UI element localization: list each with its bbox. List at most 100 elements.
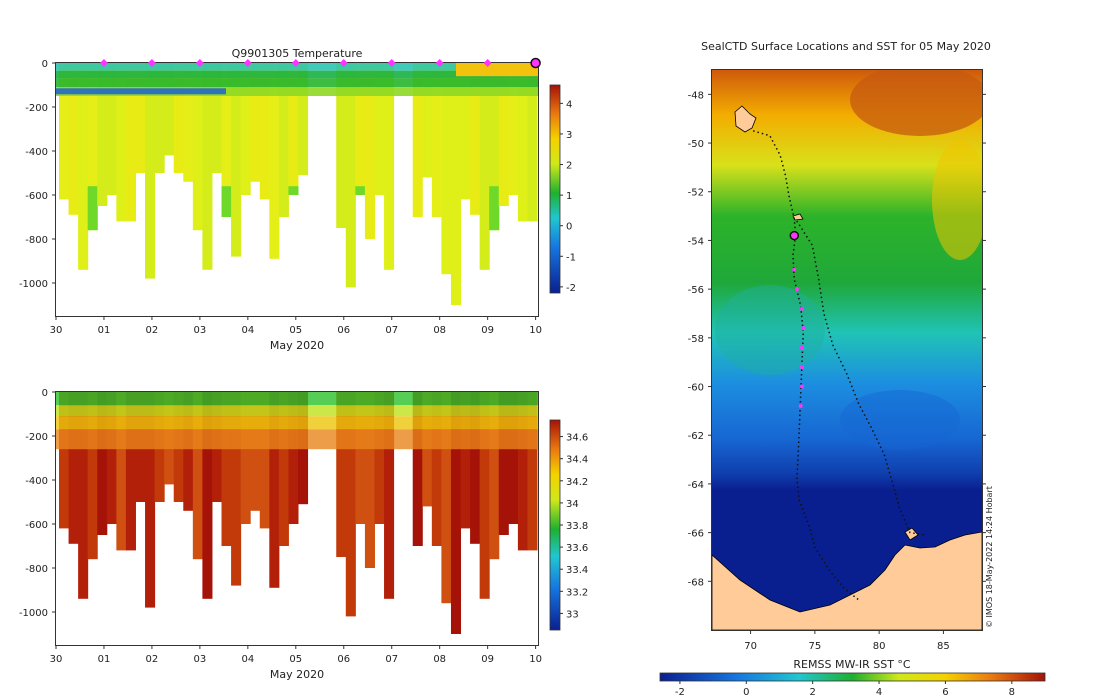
- profile-locations: [789, 230, 806, 408]
- current-profile-location: [789, 230, 800, 241]
- salinity-heatmap: [56, 392, 538, 644]
- temperature-title: Q9901305 Temperature: [232, 47, 363, 60]
- x-tick-label: 04: [241, 325, 254, 336]
- seal-return-track: [796, 220, 926, 536]
- temperature-profile: [336, 63, 347, 228]
- salinity-profile: [336, 392, 347, 557]
- temperature-band: [56, 63, 538, 71]
- colorbar-tick-label: 4: [566, 99, 572, 110]
- sst-colorbar-tick-label: 4: [876, 687, 882, 698]
- temperature-profile: [231, 63, 242, 257]
- lon-tick-label: 80: [873, 641, 886, 652]
- x-tick-label: 07: [385, 325, 398, 336]
- current-profile-marker: [530, 57, 541, 69]
- sst-colorbar-ticks: -2 0 2 4 6 8: [675, 681, 1015, 698]
- salinity-profile: [125, 392, 136, 551]
- sst-colorbar-tick-label: 2: [809, 687, 815, 698]
- salinity-x-axis: 30 01 02 03 04 05 06 07 08 09 10: [50, 645, 542, 665]
- cool-patch: [715, 285, 825, 375]
- credit-text: © IMOS 18-May-2022 14:24 Hobart: [985, 486, 994, 628]
- salinity-profile: [498, 392, 509, 535]
- kerguelen-island: [734, 105, 757, 133]
- profile-location: [800, 365, 804, 370]
- temperature-profile: [527, 63, 538, 222]
- temperature-profile: [164, 63, 175, 156]
- lat-tick-label: -58: [688, 334, 704, 345]
- temperature-profile: [508, 63, 519, 195]
- profile-location: [800, 306, 804, 311]
- profile-marker: [339, 59, 348, 67]
- lat-tick-label: -66: [688, 529, 704, 540]
- salinity-profile: [231, 392, 242, 586]
- salinity-profile: [422, 392, 433, 507]
- salinity-colorbar: [549, 419, 561, 631]
- temperature-profiles: [59, 63, 538, 305]
- salinity-profile: [441, 392, 452, 604]
- temperature-warm-surface: [456, 63, 538, 77]
- temperature-profile: [489, 63, 500, 231]
- x-tick-label: 02: [146, 325, 159, 336]
- x-tick-label: 10: [529, 654, 542, 665]
- salinity-profile: [470, 392, 481, 544]
- salinity-profile: [202, 392, 213, 599]
- profile-marker: [243, 59, 252, 67]
- temperature-profile: [364, 63, 375, 239]
- y-tick-label: 0: [42, 59, 48, 70]
- salinity-profile: [431, 392, 442, 546]
- temperature-profile: [211, 63, 223, 173]
- colorbar-tick-label: 0: [566, 222, 572, 233]
- y-tick-label: -400: [25, 476, 48, 487]
- temperature-y-axis: 0 -200 -400 -600 -800 -1000: [19, 59, 56, 290]
- lon-tick-label: 85: [937, 641, 950, 652]
- y-tick-label: -400: [25, 147, 48, 158]
- y-tick-label: -200: [25, 432, 48, 443]
- temperature-profile: [269, 63, 280, 259]
- lon-tick-label: 70: [744, 641, 757, 652]
- salinity-section: 0 -200 -400 -600 -800 -1000 30 01 02 03 04 05 06 07 0…: [19, 388, 588, 681]
- salinity-profile: [97, 392, 108, 535]
- temperature-profile: [470, 63, 481, 215]
- salinity-surface-bands: [56, 392, 538, 450]
- x-tick-label: 03: [194, 325, 207, 336]
- salinity-profile: [479, 392, 490, 599]
- temperature-profile: [173, 63, 184, 173]
- sst-colorbar-label: REMSS MW-IR SST °C: [793, 658, 911, 671]
- salinity-profile: [364, 392, 375, 568]
- colorbar-tick-label: 3: [566, 130, 572, 141]
- temperature-profile: [422, 63, 433, 178]
- salinity-profile: [145, 392, 156, 608]
- temperature-xlabel: May 2020: [270, 339, 324, 352]
- temperature-profile-deep: [489, 186, 500, 231]
- salinity-y-axis: 0 -200 -400 -600 -800 -1000: [19, 388, 56, 619]
- profile-location: [800, 384, 804, 389]
- x-tick-label: 07: [385, 654, 398, 665]
- temperature-x-axis: 30 01 02 03 04 05 06 07 08 09 10: [50, 316, 542, 336]
- temperature-profile: [116, 63, 127, 222]
- temperature-profile: [106, 63, 117, 195]
- y-tick-label: -800: [25, 235, 48, 246]
- temperature-band: [56, 87, 538, 96]
- salinity-profile: [508, 392, 519, 524]
- x-tick-label: 08: [433, 654, 446, 665]
- temperature-profile-deep: [288, 186, 299, 195]
- profile-location: [800, 345, 804, 350]
- colorbar-tick-label: 33.8: [566, 521, 588, 532]
- profile-marker: [147, 59, 156, 67]
- sst-colorbar-tick-label: 8: [1009, 687, 1015, 698]
- map-title: SealCTD Surface Locations and SST for 05…: [701, 40, 991, 53]
- warm-patch: [850, 70, 982, 136]
- island: [904, 527, 919, 541]
- temperature-profile: [498, 63, 509, 206]
- sst-field: [712, 70, 982, 630]
- map-frame: [711, 69, 983, 631]
- profile-marker: [195, 59, 204, 67]
- temperature-profile: [202, 63, 213, 270]
- lat-tick-label: -48: [688, 90, 704, 101]
- temperature-profile: [412, 63, 423, 217]
- temperature-profile: [97, 63, 108, 206]
- salinity-profile: [278, 392, 289, 546]
- temperature-profile: [221, 63, 232, 217]
- temperature-profile: [250, 63, 261, 182]
- salinity-profile: [355, 392, 366, 524]
- x-tick-label: 30: [50, 325, 63, 336]
